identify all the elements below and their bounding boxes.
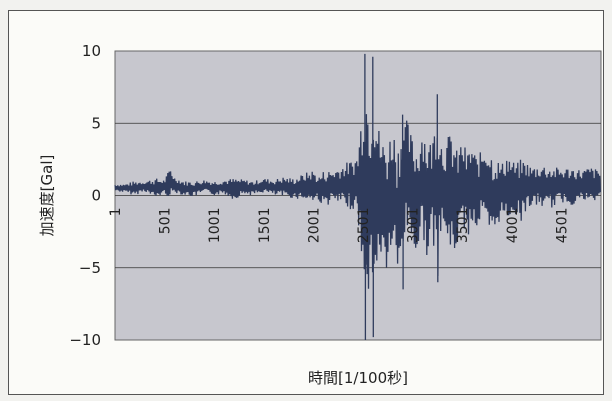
y-tick-label: −5: [79, 259, 101, 277]
y-axis-label: 加速度[Gal]: [38, 155, 56, 237]
series-acceleration-trace: [114, 53, 602, 340]
x-tick-label: 3001: [406, 208, 422, 244]
x-tick-label: 2001: [306, 208, 322, 244]
y-tick-label: 0: [91, 187, 101, 205]
y-tick-label: 5: [91, 114, 101, 132]
x-tick-labels: 1 501 1001 1501 2001 2501 3001 3501 4001 4501: [108, 208, 570, 244]
x-tick-label: 4001: [505, 208, 521, 244]
x-tick-label: 1501: [257, 208, 273, 244]
y-tick-label: 10: [82, 42, 101, 60]
y-tick-labels: 10 5 0 −5 −10: [69, 42, 101, 349]
x-tick-label: 2501: [356, 208, 372, 244]
x-tick-label: 501: [158, 208, 174, 235]
x-tick-label: 1: [108, 208, 124, 217]
x-tick-label: 3501: [455, 208, 471, 244]
y-tick-label: −10: [69, 331, 101, 349]
x-tick-label: 1001: [207, 208, 223, 244]
x-tick-label: 4501: [554, 208, 570, 244]
x-axis-label: 時間[1/100秒]: [308, 369, 408, 387]
